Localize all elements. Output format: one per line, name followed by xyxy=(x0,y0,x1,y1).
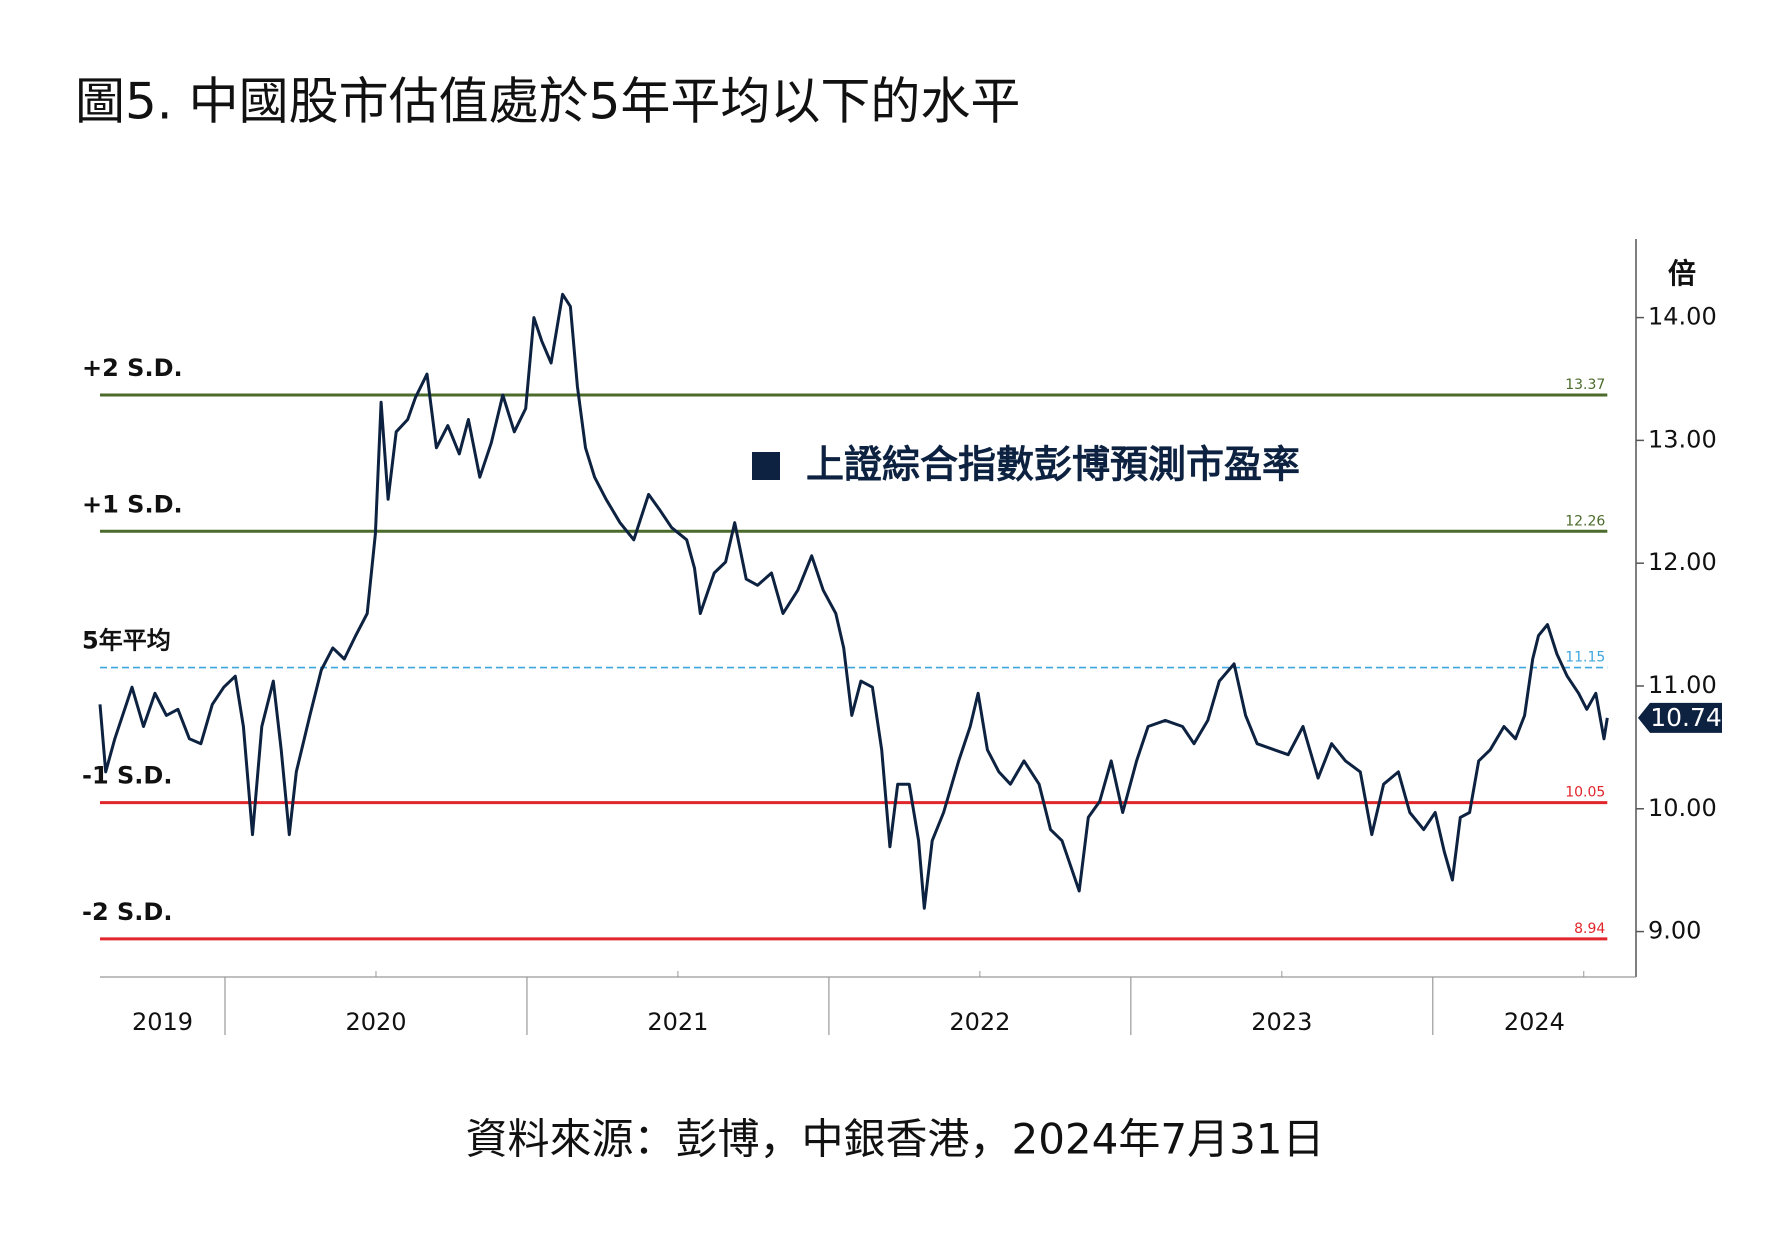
series-line xyxy=(98,292,1609,910)
x-tick-label: 2019 xyxy=(132,1008,193,1036)
reference-label: -1 S.D. xyxy=(82,762,172,790)
y-tick-label: 10.00 xyxy=(1648,794,1717,822)
reference-label: 5年平均 xyxy=(82,627,171,655)
x-tick-label: 2024 xyxy=(1504,1008,1565,1036)
reference-label: +1 S.D. xyxy=(82,490,183,518)
reference-value: 13.37 xyxy=(1565,377,1605,393)
x-tick-label: 2022 xyxy=(949,1008,1010,1036)
reference-value: 8.94 xyxy=(1574,921,1605,937)
source-note: 資料來源：彭博，中銀香港，2024年7月31日 xyxy=(465,1115,1324,1164)
x-tick-label: 2020 xyxy=(345,1008,406,1036)
reference-value: 10.05 xyxy=(1565,785,1605,801)
last-value-label: 10.74 xyxy=(1650,703,1722,732)
reference-label: +2 S.D. xyxy=(82,354,183,382)
y-tick-label: 11.00 xyxy=(1648,671,1717,699)
reference-value: 12.26 xyxy=(1565,513,1605,529)
legend-label: 上證綜合指數彭博預測市盈率 xyxy=(806,443,1300,487)
y-tick-label: 13.00 xyxy=(1648,425,1717,453)
y-tick-label: 14.00 xyxy=(1648,303,1717,331)
x-tick-label: 2021 xyxy=(647,1008,708,1036)
y-unit: 倍 xyxy=(1668,257,1696,290)
y-tick-label: 9.00 xyxy=(1648,917,1701,945)
reference-label: -2 S.D. xyxy=(82,898,172,926)
x-tick-label: 2023 xyxy=(1251,1008,1312,1036)
reference-value: 11.15 xyxy=(1565,650,1605,666)
y-tick-label: 12.00 xyxy=(1648,548,1717,576)
legend-swatch xyxy=(752,452,780,480)
chart-title: 圖5. 中國股市估值處於5年平均以下的水平 xyxy=(75,73,1020,131)
last-value-tag xyxy=(1638,702,1722,733)
